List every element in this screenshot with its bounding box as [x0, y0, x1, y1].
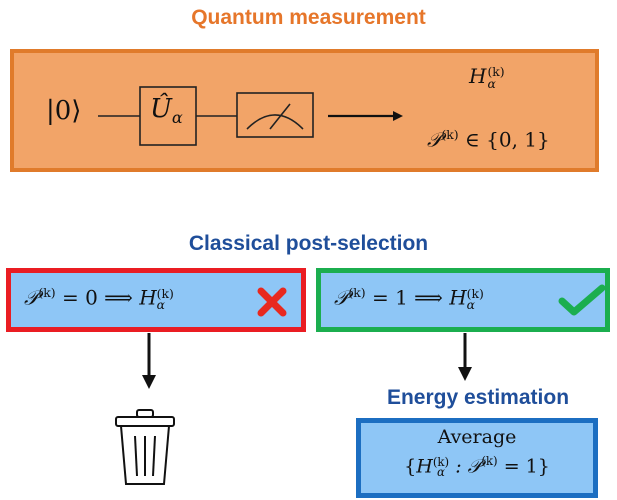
- output-projector: 𝒫(k) ∈ {0, 1}: [427, 127, 550, 152]
- quantum-measurement-title: Quantum measurement: [191, 6, 426, 29]
- energy-estimation-title: Energy estimation: [386, 386, 570, 409]
- unitary-label: Ûα: [150, 94, 183, 127]
- reject-condition: 𝒫(k) = 0 ⟹ H (k) α: [24, 285, 174, 313]
- accept-h-sup: (k): [466, 286, 484, 301]
- accept-p: 𝒫: [334, 285, 349, 310]
- accept-condition: 𝒫(k) = 1 ⟹ H (k) α: [334, 285, 484, 313]
- meter-needle: [269, 103, 291, 130]
- unitary-sub: α: [171, 108, 183, 128]
- reject-p: 𝒫: [24, 285, 39, 310]
- cross-icon: [257, 287, 287, 317]
- arrow-right-head: [393, 111, 403, 121]
- output-hamiltonian: H (k) α: [469, 64, 505, 89]
- accept-rel: = 1 ⟹: [371, 285, 443, 310]
- quantum-measurement-box: [10, 49, 599, 172]
- energy-open: {: [404, 455, 417, 478]
- energy-estimation-box: [356, 418, 598, 498]
- energy-h-sup: (k): [432, 454, 450, 469]
- output-h-sub: α: [487, 75, 496, 91]
- output-h: H: [469, 64, 487, 88]
- arrow-down-icon: [458, 333, 472, 381]
- arrow-down-icon: [142, 333, 156, 389]
- check-icon: [558, 284, 606, 316]
- accept-h: H: [449, 285, 467, 310]
- energy-h-sub: α: [437, 465, 445, 480]
- reject-box: [6, 268, 306, 332]
- energy-p-sup: (k): [481, 454, 498, 468]
- energy-set-expression: {H (k) α : 𝒫(k) = 1}: [356, 454, 598, 478]
- measurement-gate: [236, 92, 314, 138]
- energy-close: = 1}: [503, 455, 550, 478]
- reject-h-sup: (k): [156, 286, 174, 301]
- reject-h-sub: α: [156, 297, 166, 313]
- reject-rel: = 0 ⟹: [61, 285, 133, 310]
- energy-average-label: Average: [437, 426, 517, 448]
- trash-icon: [115, 409, 175, 485]
- output-p: 𝒫: [427, 127, 442, 152]
- energy-h: H: [416, 455, 433, 478]
- output-h-sup: (k): [487, 64, 505, 80]
- accept-p-sup: (k): [348, 285, 366, 300]
- meter-icon: [246, 114, 304, 130]
- reject-p-sup: (k): [38, 285, 56, 300]
- output-p-sup: (k): [441, 127, 459, 142]
- quantum-circuit: [98, 86, 403, 146]
- reject-h: H: [139, 285, 157, 310]
- energy-mid: : 𝒫: [455, 455, 482, 478]
- ket-zero: |0⟩: [46, 96, 82, 126]
- unitary-gate: [139, 86, 197, 146]
- accept-h-sub: α: [466, 297, 476, 313]
- post-selection-title: Classical post-selection: [188, 232, 429, 255]
- unitary-symbol: Û: [150, 94, 172, 124]
- output-p-rest: ∈ {0, 1}: [464, 127, 550, 152]
